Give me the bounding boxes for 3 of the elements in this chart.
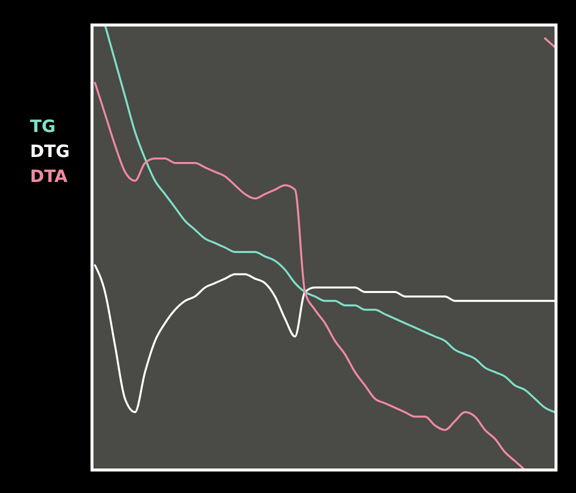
- text: TG: [30, 117, 56, 137]
- text: DTA: [30, 167, 68, 187]
- text: DTG: [30, 142, 70, 162]
